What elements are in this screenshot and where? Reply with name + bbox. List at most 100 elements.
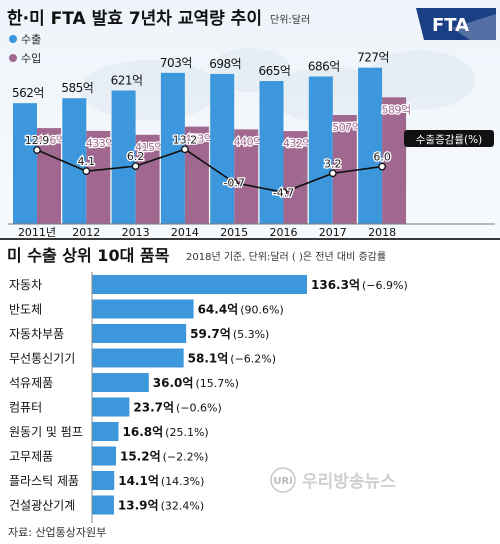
item-value: 15.2억 (−2.2%) — [120, 450, 208, 464]
item-value-amount: 15.2억 — [120, 450, 161, 464]
import-bar — [332, 114, 357, 224]
item-label: 석유제품 — [9, 376, 53, 390]
legend-label-1: 수입 — [21, 52, 41, 65]
x-tick-label: 2014 — [171, 226, 199, 238]
x-tick-label: 2012 — [72, 226, 100, 238]
import-bar — [135, 134, 160, 224]
item-bar — [92, 299, 194, 319]
item-label: 고무제품 — [9, 450, 53, 464]
fta-logo-swoosh — [452, 14, 496, 40]
import-value-label: 433억 — [86, 137, 115, 150]
item-bar — [92, 373, 149, 392]
watermark-mark: URi — [273, 476, 292, 487]
growth-point — [131, 162, 140, 170]
import-bar — [382, 97, 407, 224]
item-change-rate: (14.3%) — [161, 475, 205, 488]
growth-label: 4.1 — [78, 155, 96, 168]
export-value-label: 698억 — [209, 57, 241, 71]
item-label: 자동차부품 — [9, 327, 64, 341]
export-value-label: 585억 — [61, 81, 93, 95]
legend-label-0: 수출 — [21, 33, 41, 46]
import-bar — [37, 128, 61, 224]
item-bar — [92, 348, 184, 368]
growth-line — [36, 148, 383, 194]
item-bar — [92, 397, 130, 417]
item-label: 건설광산기계 — [9, 499, 75, 513]
import-value-label: 507억 — [332, 121, 361, 134]
unit-note: 단위:달러 — [270, 13, 310, 26]
item-label: 자동차 — [9, 278, 42, 292]
chart-title: 미 수출 상위 10대 품목 — [7, 246, 170, 265]
x-tick-label: 2018 — [368, 226, 396, 238]
growth-point — [82, 167, 91, 176]
fta-logo-text: FTA — [432, 15, 469, 36]
export-bar — [308, 76, 333, 224]
growth-label: 3.2 — [324, 157, 342, 170]
x-tick-label: 2011년 — [18, 226, 56, 238]
item-label: 무선통신기기 — [9, 352, 75, 366]
export-value-label: 727억 — [357, 51, 389, 65]
item-bar — [92, 422, 119, 441]
growth-point — [181, 145, 189, 154]
trade-chart-panel: 한·미 FTA 발효 7년차 교역량 추이 단위:달러 FTA 수출 수입 562억 446… — [0, 0, 500, 238]
item-change-rate: (5.3%) — [233, 328, 270, 341]
map-blob — [365, 50, 475, 110]
growth-point — [378, 162, 386, 171]
item-value: 14.1억 (14.3%) — [118, 474, 204, 488]
item-bar — [92, 495, 114, 515]
export-bar — [111, 90, 136, 224]
import-value-label: 453억 — [184, 133, 213, 146]
item-label: 원동기 및 펌프 — [9, 425, 83, 439]
export-value-label: 562억 — [12, 86, 44, 100]
import-value-label: 432억 — [283, 137, 312, 150]
export-value-label: 665억 — [259, 64, 291, 78]
growth-label: 6.2 — [127, 150, 145, 163]
import-bar — [86, 130, 111, 224]
legend-marker — [9, 54, 17, 62]
chart-title: 한·미 FTA 발효 7년차 교역량 추이 — [7, 9, 262, 29]
item-bar — [92, 324, 187, 343]
item-bar — [92, 471, 115, 490]
top10-exports-chart: 미 수출 상위 10대 품목 2018년 기준, 단위:달러 ( )은 전년 대비… — [7, 246, 408, 523]
item-label: 플라스틱 제품 — [9, 474, 79, 488]
item-change-rate: (−6.9%) — [362, 279, 408, 292]
export-bar — [259, 81, 284, 225]
item-label: 반도체 — [9, 303, 42, 317]
growth-label: -4.7 — [273, 186, 294, 199]
growth-point — [279, 188, 288, 197]
x-tick-label: 2017 — [319, 226, 347, 238]
export-value-label: 621억 — [111, 73, 143, 87]
growth-label: 13.2 — [173, 133, 198, 146]
item-bar — [92, 275, 307, 294]
x-tick-label: 2016 — [270, 226, 298, 238]
growth-label: 12.9 — [25, 134, 50, 147]
import-value-label: 415억 — [135, 141, 164, 154]
growth-point — [230, 178, 239, 187]
item-change-rate: (−2.2%) — [163, 451, 209, 464]
item-value-amount: 136.3억 — [311, 278, 360, 292]
item-value-amount: 64.4억 — [198, 303, 239, 317]
section-divider — [0, 238, 500, 240]
item-value: 13.9억 (32.4%) — [118, 499, 204, 513]
export-bar — [160, 72, 185, 224]
import-value-label: 440억 — [234, 135, 263, 148]
item-value: 59.7억 (5.3%) — [190, 327, 269, 341]
import-value-label: 589억 — [382, 103, 411, 116]
item-value-amount: 58.1억 — [188, 352, 229, 366]
growth-label: 6.0 — [373, 151, 391, 164]
item-label: 컴퓨터 — [9, 401, 42, 415]
watermark-logo — [270, 467, 296, 493]
item-value: 16.8억 (25.1%) — [123, 425, 209, 439]
item-value: 36.0억 (15.7%) — [153, 376, 239, 390]
import-bar — [283, 131, 308, 224]
export-bar — [62, 98, 87, 224]
map-blob — [80, 60, 220, 120]
chart-subtitle: 2018년 기준, 단위:달러 ( )은 전년 대비 증감률 — [186, 250, 386, 263]
x-tick-label: 2015 — [220, 226, 248, 238]
item-value-amount: 16.8억 — [123, 425, 164, 439]
growth-point — [328, 169, 337, 178]
item-value: 136.3억 (−6.9%) — [311, 278, 408, 292]
item-value-amount: 59.7억 — [190, 327, 231, 341]
